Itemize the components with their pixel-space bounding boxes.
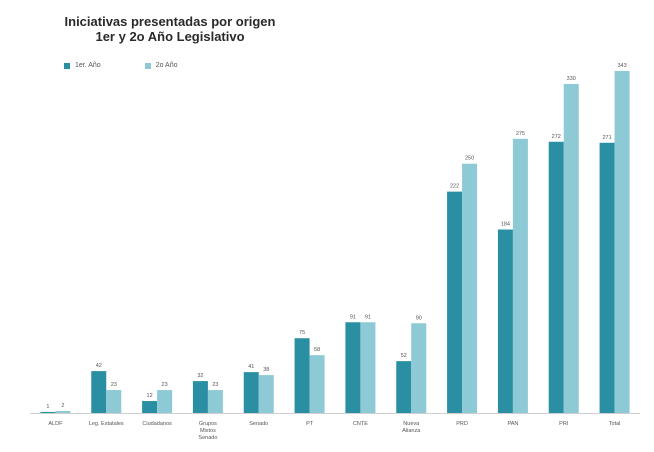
data-label-series-2-4: 23	[212, 382, 218, 388]
bar-series-2-3	[157, 390, 173, 413]
category-label-6: PT	[306, 421, 314, 427]
category-label-4: Grupos Mixtos Senado	[198, 421, 217, 441]
bar-series-1-11	[548, 141, 564, 413]
data-label-series-1-8: 52	[401, 353, 407, 359]
bar-series-2-8	[411, 323, 427, 413]
bar-series-2-7	[360, 322, 376, 413]
bar-series-1-8	[396, 361, 412, 413]
bar-series-2-6	[309, 355, 325, 413]
data-label-series-2-11: 330	[567, 76, 576, 82]
bar-series-1-6	[294, 338, 310, 413]
data-label-series-1-1: 1	[46, 404, 49, 410]
bar-series-1-5	[243, 372, 259, 413]
chart-title-line1: Iniciativas presentadas por origen	[64, 14, 276, 29]
bar-series-1-3	[142, 401, 158, 413]
bar-series-1-4	[192, 381, 208, 413]
data-label-series-2-7: 91	[365, 314, 371, 320]
category-label-5: Senado	[249, 421, 268, 427]
data-label-series-1-2: 42	[96, 363, 102, 369]
legend-swatch-series-1	[64, 62, 70, 69]
data-label-series-2-2: 23	[111, 382, 117, 388]
data-label-series-1-6: 75	[299, 330, 305, 336]
category-label-11: PRI	[559, 421, 569, 427]
data-label-series-2-10: 275	[516, 131, 525, 137]
bar-series-2-12	[614, 70, 630, 413]
data-label-series-1-4: 32	[197, 373, 203, 379]
chart-title: Iniciativas presentadas por origen 1er y…	[20, 14, 320, 44]
bar-series-2-2	[106, 390, 122, 413]
bar-series-1-12	[599, 142, 615, 413]
data-label-series-2-9: 250	[465, 156, 474, 162]
data-label-series-1-10: 184	[501, 222, 510, 228]
legend-label-series-1: 1er. Año	[75, 62, 101, 69]
legend-swatch-series-2	[144, 62, 151, 69]
legend-label-series-2: 2o Año	[155, 62, 178, 69]
data-label-series-2-12: 343	[617, 63, 626, 69]
data-label-series-1-12: 271	[602, 135, 611, 141]
data-label-series-1-11: 272	[552, 134, 561, 140]
data-label-series-1-3: 12	[147, 393, 153, 399]
category-label-12: Total	[609, 421, 621, 427]
bar-series-2-10	[512, 138, 528, 414]
bar-series-2-4	[207, 390, 223, 413]
bar-series-2-9	[462, 163, 478, 413]
category-label-2: Leg. Estatales	[89, 421, 124, 427]
bar-series-2-5	[258, 375, 274, 413]
category-label-7: CNTE	[353, 421, 368, 427]
data-label-series-2-8: 90	[416, 315, 422, 321]
bar-series-1-2	[91, 371, 107, 413]
data-label-series-2-6: 58	[314, 347, 320, 353]
category-label-3: Ciudadanos	[142, 421, 172, 427]
bar-series-2-11	[563, 83, 579, 413]
category-label-10: PAN	[507, 421, 518, 427]
chart-title-line2: 1er y 2o Año Legislativo	[95, 29, 245, 44]
bar-series-1-1	[40, 412, 56, 413]
category-label-8: Nueva Alianza	[402, 421, 421, 434]
bar-series-1-9	[447, 191, 463, 413]
data-label-series-1-5: 41	[248, 364, 254, 370]
category-label-9: PRD	[456, 421, 468, 427]
legend-item-series-1: 1er. Año	[64, 62, 101, 69]
data-label-series-2-1: 2	[61, 403, 64, 409]
legend-item-series-2: 2o Año	[144, 62, 178, 69]
chart-legend: 1er. Año 2o Año	[64, 62, 222, 69]
data-label-series-2-3: 23	[162, 382, 168, 388]
data-label-series-1-9: 222	[450, 184, 459, 190]
category-label-1: ALDF	[48, 421, 63, 427]
bar-series-1-10	[497, 229, 513, 413]
data-label-series-1-7: 91	[350, 314, 356, 320]
bar-series-2-1	[55, 411, 71, 413]
bar-series-1-7	[345, 322, 361, 413]
data-label-series-2-5: 38	[263, 367, 269, 373]
